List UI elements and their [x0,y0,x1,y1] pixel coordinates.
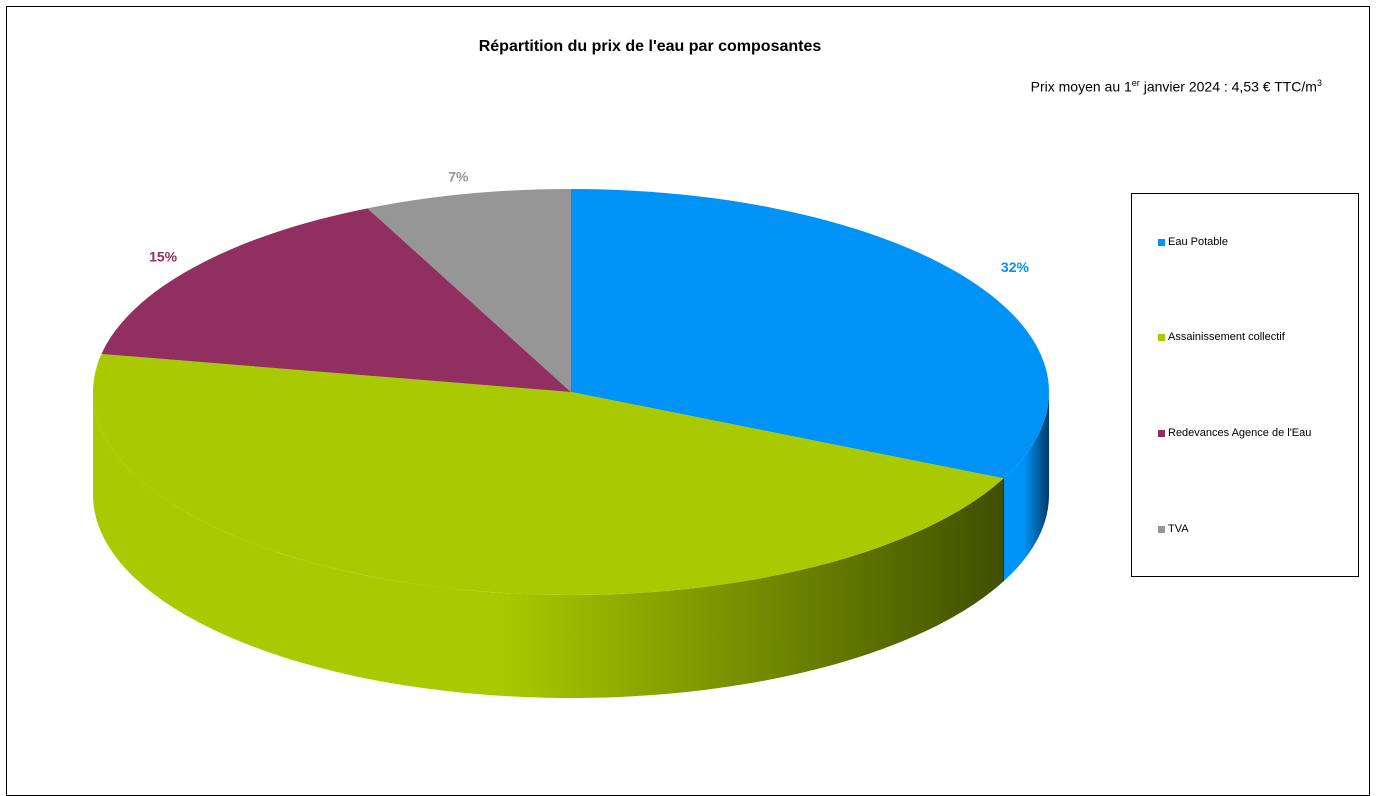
legend-item-assainissement: Assainissement collectif [1158,329,1285,345]
legend-swatch-tva [1158,525,1165,533]
pie-slice-2 [101,208,571,392]
data-label-3: 7% [448,169,469,185]
data-label-2: 15% [149,248,178,264]
legend-item-redevances: Redevances Agence de l'Eau [1158,425,1311,441]
legend-item-tva: TVA [1158,521,1189,537]
legend-label: Redevances Agence de l'Eau [1168,427,1312,439]
data-label-0: 32% [1001,259,1030,275]
legend-swatch-eau-potable [1158,238,1165,246]
subtitle-prefix: Prix moyen au 1 [1030,78,1132,95]
pie-slice-1 [93,353,1004,595]
legend-label: Assainissement collectif [1168,331,1285,343]
subtitle-unit-exponent: 3 [1316,78,1322,88]
legend-item-eau-potable: Eau Potable [1158,234,1228,250]
chart-title: Répartition du prix de l'eau par composa… [478,38,822,55]
pie-side-0 [1003,392,1049,582]
chart-legend: Eau Potable Assainissement collectif Red… [1131,193,1359,577]
pie-slice-0 [571,189,1049,479]
legend-swatch-redevances [1158,429,1165,437]
chart-subtitle: Prix moyen au 1er janvier 2024 : 4,53 € … [1031,78,1322,95]
subtitle-ordinal: er [1131,78,1140,88]
pie-slice-3 [367,189,571,392]
legend-swatch-assainissement [1158,333,1165,341]
pie-side-1 [93,392,1004,698]
data-label-1: 46% [409,673,438,689]
legend-label: TVA [1168,523,1189,535]
legend-label: Eau Potable [1168,236,1228,248]
subtitle-main: janvier 2024 : 4,53 € TTC/m [1139,78,1317,95]
